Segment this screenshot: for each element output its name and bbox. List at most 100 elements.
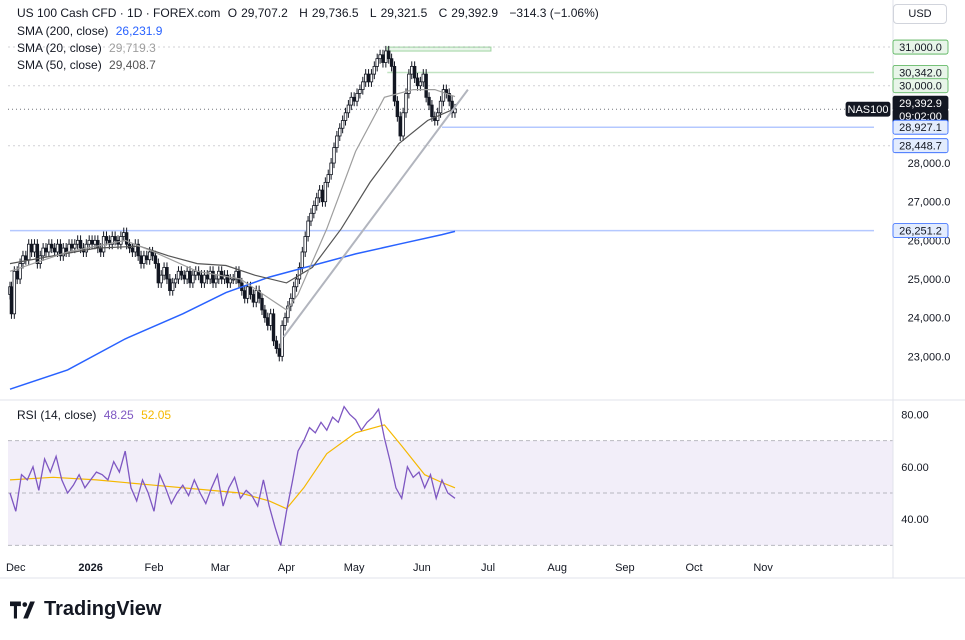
candle-body	[78, 239, 83, 249]
candle-body	[171, 282, 175, 292]
candle-body	[271, 313, 276, 342]
time-tick-label: Sep	[615, 562, 635, 574]
candle-body	[35, 243, 40, 264]
price-tick-label: 25,000.0	[908, 274, 951, 286]
candle-body	[447, 93, 451, 102]
price-tick-label: 23,000.0	[908, 351, 951, 363]
candle-body	[291, 286, 296, 299]
candle-body	[21, 255, 25, 264]
price-label-box	[892, 119, 949, 135]
candle-body	[18, 263, 22, 280]
candle-body	[329, 162, 333, 176]
candle-body	[113, 236, 117, 241]
candle-body	[9, 286, 14, 315]
price-label-box	[892, 78, 949, 94]
candle-body	[130, 247, 135, 253]
candle-body	[47, 243, 51, 253]
candle-body	[361, 81, 365, 90]
candle-body	[300, 251, 305, 268]
candle-body	[332, 147, 336, 164]
support-trendline	[282, 89, 469, 338]
rsi-tick-label: 40.00	[901, 514, 929, 526]
time-tick-label: 2026	[78, 562, 102, 574]
candle-body	[139, 255, 143, 264]
candle-body	[389, 58, 394, 67]
candle-body	[41, 247, 45, 257]
candle-body	[309, 212, 313, 222]
candle-body	[145, 255, 149, 261]
candle-body	[268, 313, 273, 326]
resistance-zone	[386, 46, 492, 52]
candle-body	[38, 255, 42, 264]
price-label-text: 30,000.0	[899, 81, 942, 93]
candle-body	[245, 286, 250, 299]
ohlc-close: C 29,392.9	[438, 6, 499, 20]
symbol-legend: US 100 Cash CFD · 1D · FOREX.com O 29,707…	[17, 6, 603, 20]
candle-body	[251, 294, 256, 303]
rsi-ma-value: 52.05	[141, 408, 172, 422]
time-tick-label: Apr	[278, 562, 295, 574]
rsi-tick-label: 80.00	[901, 409, 929, 421]
price-label-text: 26,251.2	[899, 226, 942, 238]
currency-button[interactable]: USD	[893, 4, 947, 24]
candle-body	[136, 243, 140, 257]
candle-body	[159, 274, 163, 284]
candle-body	[208, 270, 212, 280]
price-label-text: 28,927.1	[899, 122, 942, 134]
candle-body	[418, 81, 423, 87]
candle-body	[24, 255, 28, 261]
candle-body	[323, 181, 328, 203]
sma50-label: SMA (50, close)	[17, 58, 102, 72]
price-candles	[8, 45, 457, 362]
candle-body	[211, 270, 215, 284]
ohlc-open: O 29,707.2	[227, 6, 288, 20]
candle-body	[366, 73, 371, 83]
symbol-title: US 100 Cash CFD · 1D · FOREX.com	[17, 6, 221, 20]
sma50-legend[interactable]: SMA (50, close) 29,408.7	[17, 58, 160, 72]
candle-body	[312, 205, 316, 214]
candle-body	[352, 96, 356, 102]
candle-body	[104, 236, 109, 241]
candle-body	[263, 309, 267, 319]
candle-body	[277, 348, 281, 357]
price-label-box	[892, 223, 949, 239]
time-tick-label: Nov	[753, 562, 773, 574]
rsi-legend[interactable]: RSI (14, close) 48.25 52.05	[17, 408, 175, 422]
candle-body	[50, 243, 54, 249]
price-label-box	[845, 101, 891, 117]
sma200-legend[interactable]: SMA (200, close) 26,231.9	[17, 24, 166, 38]
rsi-ma-line	[9, 424, 456, 510]
candle-body	[156, 263, 161, 284]
candle-body	[15, 270, 19, 280]
candle-body	[194, 270, 198, 276]
candle-body	[176, 270, 181, 280]
candle-body	[340, 120, 345, 129]
candle-body	[358, 89, 362, 94]
candle-body	[283, 317, 287, 326]
candle-body	[153, 255, 158, 264]
sma20-line	[9, 89, 456, 311]
sma20-legend[interactable]: SMA (20, close) 29,719.3	[17, 41, 160, 55]
sma50-line	[9, 108, 456, 284]
candle-body	[90, 239, 94, 245]
brand-name: TradingView	[44, 598, 162, 620]
sma200-label: SMA (200, close)	[17, 24, 109, 38]
candle-body	[381, 54, 385, 63]
candle-body	[387, 50, 391, 60]
candle-body	[188, 270, 192, 284]
price-tick-label: 28,000.0	[908, 158, 951, 170]
candle-body	[375, 58, 379, 67]
candle-body	[99, 247, 103, 253]
candle-body	[124, 232, 129, 245]
candle-body	[407, 73, 411, 94]
candle-body	[93, 239, 97, 245]
candle-body	[96, 239, 100, 249]
candle-body	[317, 189, 322, 199]
time-tick-label: Dec	[6, 562, 26, 574]
time-tick-label: Oct	[685, 562, 702, 574]
candle-body	[182, 274, 186, 280]
tradingview-logo-icon	[10, 600, 35, 619]
candle-body	[338, 127, 342, 137]
